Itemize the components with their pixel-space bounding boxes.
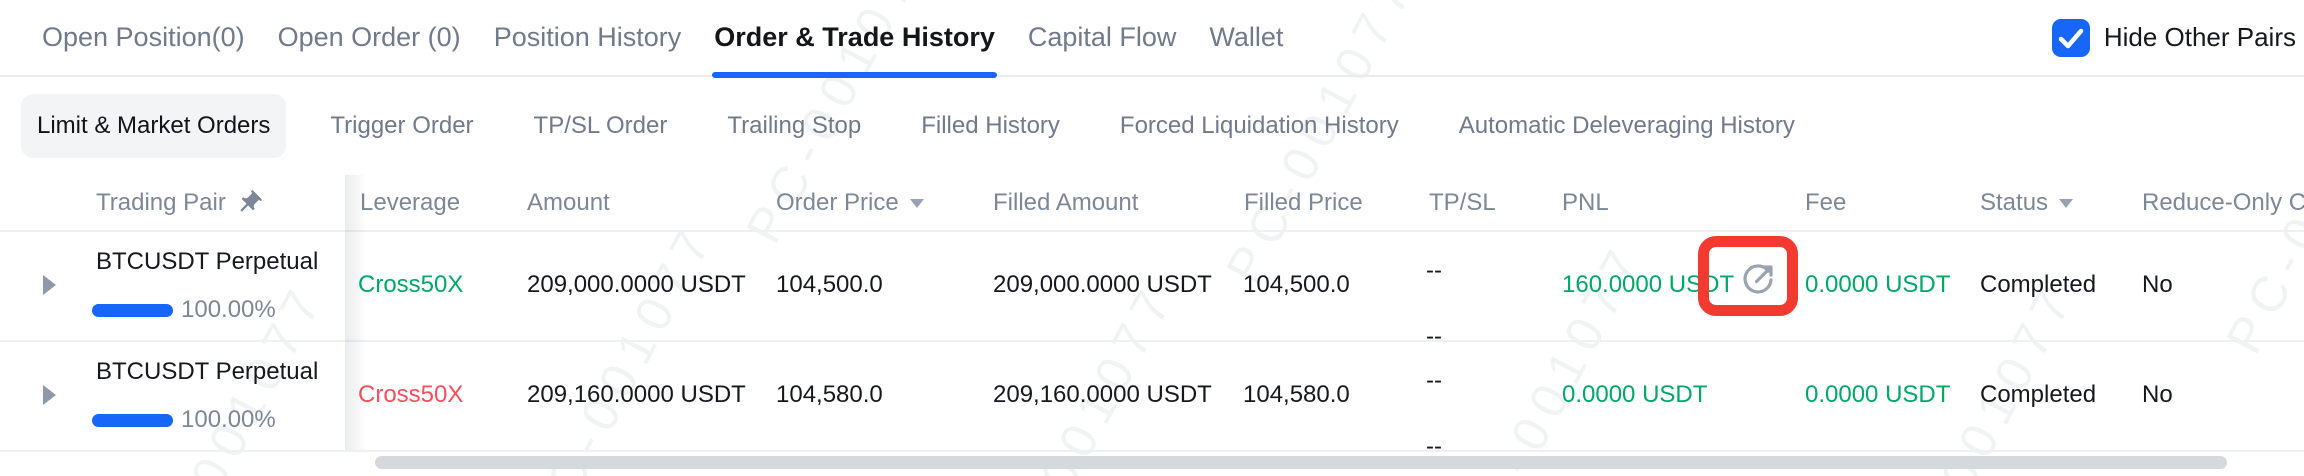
status-value: Completed bbox=[1980, 381, 2097, 408]
main-tabbar: Open Position(0) Open Order (0) Position… bbox=[0, 0, 2304, 78]
fill-progress-bar bbox=[92, 414, 173, 427]
share-pnl-icon[interactable] bbox=[1738, 256, 1778, 296]
pnl-value: 0.0000 USDT bbox=[1562, 381, 1708, 408]
pin-icon[interactable] bbox=[229, 183, 269, 223]
col-header-trading-pair: Trading Pair bbox=[96, 175, 263, 230]
col-header-tpsl: TP/SL bbox=[1429, 188, 1496, 216]
filled-price-value: 104,500.0 bbox=[1243, 271, 1350, 298]
subtab-trailing-stop[interactable]: Trailing Stop bbox=[727, 112, 862, 139]
col-header-filled-amount: Filled Amount bbox=[993, 188, 1139, 216]
subtab-limit-market-orders[interactable]: Limit & Market Orders bbox=[21, 94, 287, 158]
pair-name: BTCUSDT Perpetual bbox=[96, 248, 319, 275]
tab-wallet[interactable]: Wallet bbox=[1209, 22, 1284, 52]
col-header-filled-price: Filled Price bbox=[1244, 188, 1363, 216]
leverage-value: Cross50X bbox=[358, 271, 464, 298]
table-row: BTCUSDT Perpetual 100.00% Cross50X 209,0… bbox=[0, 230, 2304, 350]
order-price-value: 104,500.0 bbox=[776, 271, 883, 298]
col-header-order-price-label: Order Price bbox=[776, 188, 899, 216]
col-header-reduce-only: Reduce-Only C bbox=[2142, 188, 2304, 216]
col-header-trading-pair-label: Trading Pair bbox=[96, 188, 226, 216]
tab-order-trade-history[interactable]: Order & Trade History bbox=[712, 0, 997, 78]
tpsl-take-profit-value: -- bbox=[1426, 367, 1442, 394]
subtab-automatic-deleveraging-history[interactable]: Automatic Deleveraging History bbox=[1458, 112, 1795, 139]
fill-percent: 100.00% bbox=[181, 406, 276, 433]
filled-price-value: 104,580.0 bbox=[1243, 381, 1350, 408]
fill-percent: 100.00% bbox=[181, 296, 276, 323]
col-header-status[interactable]: Status bbox=[1980, 175, 2075, 230]
checkmark-icon bbox=[2058, 28, 2084, 48]
subtab-forced-liquidation-history[interactable]: Forced Liquidation History bbox=[1119, 112, 1399, 139]
fee-value: 0.0000 USDT bbox=[1805, 381, 1951, 408]
pnl-value: 160.0000 USDT bbox=[1562, 271, 1735, 298]
subtab-filled-history[interactable]: Filled History bbox=[921, 112, 1060, 139]
leverage-value: Cross50X bbox=[358, 381, 464, 408]
table-header-row: Trading Pair Leverage Amount Order Price… bbox=[0, 175, 2304, 232]
history-subtabbar: Limit & Market Orders Trigger Order TP/S… bbox=[0, 77, 2304, 175]
col-header-leverage: Leverage bbox=[360, 188, 461, 216]
tpsl-take-profit-value: -- bbox=[1426, 257, 1442, 284]
tpsl-stop-loss-value: -- bbox=[1426, 433, 1442, 460]
filled-amount-value: 209,160.0000 USDT bbox=[993, 381, 1212, 408]
hide-other-pairs-control: Hide Other Pairs bbox=[2051, 18, 2296, 57]
subtab-trigger-order[interactable]: Trigger Order bbox=[330, 112, 474, 139]
table-row: BTCUSDT Perpetual 100.00% Cross50X 209,1… bbox=[0, 340, 2304, 460]
fee-value: 0.0000 USDT bbox=[1805, 271, 1951, 298]
active-tab-underline bbox=[712, 72, 997, 78]
hide-other-pairs-label[interactable]: Hide Other Pairs bbox=[2103, 22, 2296, 52]
status-value: Completed bbox=[1980, 271, 2097, 298]
tab-position-history[interactable]: Position History bbox=[493, 22, 682, 52]
col-header-status-label: Status bbox=[1980, 188, 2049, 216]
filled-amount-value: 209,000.0000 USDT bbox=[993, 271, 1212, 298]
reduce-only-value: No bbox=[2142, 381, 2173, 408]
subtab-tpsl-order[interactable]: TP/SL Order bbox=[533, 112, 668, 139]
tab-open-order[interactable]: Open Order (0) bbox=[277, 22, 461, 52]
tab-open-position[interactable]: Open Position(0) bbox=[42, 22, 245, 52]
tab-capital-flow[interactable]: Capital Flow bbox=[1027, 22, 1177, 52]
tpsl-stop-loss-value: -- bbox=[1426, 323, 1442, 350]
col-header-fee: Fee bbox=[1805, 188, 1847, 216]
tab-order-trade-history-label: Order & Trade History bbox=[714, 22, 995, 52]
sort-caret-down-icon bbox=[909, 198, 924, 208]
pair-name: BTCUSDT Perpetual bbox=[96, 358, 319, 385]
amount-value: 209,000.0000 USDT bbox=[527, 271, 746, 298]
order-price-value: 104,580.0 bbox=[776, 381, 883, 408]
horizontal-scrollbar-thumb[interactable] bbox=[375, 456, 2227, 469]
fill-progress-bar bbox=[92, 304, 173, 317]
col-header-order-price[interactable]: Order Price bbox=[776, 175, 926, 230]
expand-caret-icon[interactable] bbox=[43, 385, 56, 405]
hide-other-pairs-checkbox[interactable] bbox=[2051, 18, 2090, 57]
col-header-pnl: PNL bbox=[1562, 188, 1609, 216]
filter-caret-down-icon bbox=[2059, 198, 2074, 208]
expand-caret-icon[interactable] bbox=[43, 275, 56, 295]
col-header-amount: Amount bbox=[527, 188, 610, 216]
amount-value: 209,160.0000 USDT bbox=[527, 381, 746, 408]
reduce-only-value: No bbox=[2142, 271, 2173, 298]
